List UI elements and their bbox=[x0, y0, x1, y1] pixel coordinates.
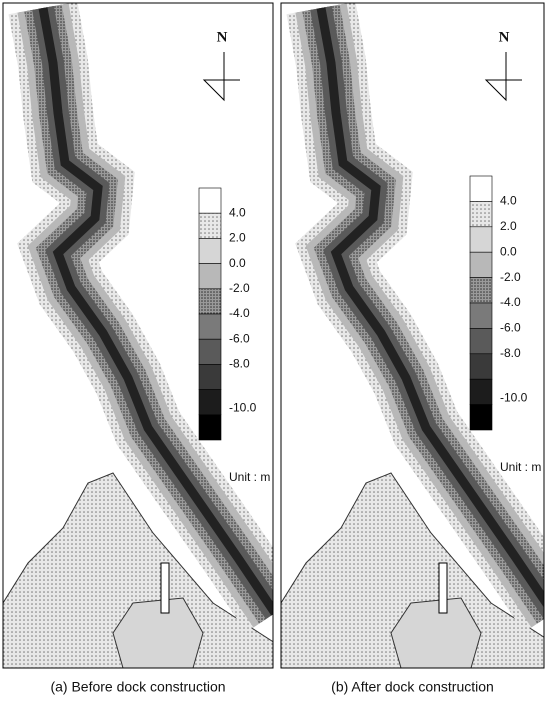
figure: N 4.0 2.0 0.0 -2.0 -4.0 -6.0 -8.0 -10.0 Unit : m (… bbox=[0, 0, 546, 703]
legend-swatch bbox=[199, 364, 221, 389]
legend-swatch bbox=[199, 188, 221, 213]
map bbox=[281, 8, 546, 668]
map-panel bbox=[281, 3, 546, 668]
legend-swatch bbox=[199, 415, 221, 440]
legend-label: 4.0 bbox=[229, 205, 246, 219]
legend-label: -8.0 bbox=[500, 346, 521, 360]
legend-swatch bbox=[199, 390, 221, 415]
north-arrow bbox=[486, 52, 522, 100]
dock bbox=[161, 563, 169, 613]
legend-label: -2.0 bbox=[500, 270, 521, 284]
legend-label: -4.0 bbox=[229, 306, 250, 320]
north-arrow bbox=[204, 52, 240, 100]
legend-label: 4.0 bbox=[500, 194, 517, 208]
legend-swatch bbox=[470, 405, 492, 430]
legend-swatch bbox=[199, 213, 221, 238]
unit-label: Unit : m bbox=[229, 470, 270, 484]
dock bbox=[439, 563, 447, 613]
legend-swatch bbox=[470, 354, 492, 379]
unit-label: Unit : m bbox=[500, 460, 541, 474]
legend-label: -10.0 bbox=[229, 401, 257, 415]
legend-swatch bbox=[199, 238, 221, 263]
legend-label: 0.0 bbox=[229, 256, 246, 270]
legend-label: -10.0 bbox=[500, 390, 528, 404]
caption: (a) Before dock construction bbox=[50, 679, 225, 695]
caption: (b) After dock construction bbox=[331, 679, 494, 695]
legend-label: 2.0 bbox=[229, 231, 246, 245]
legend-label: -2.0 bbox=[229, 281, 250, 295]
legend-swatch bbox=[199, 289, 221, 314]
legend-label: 2.0 bbox=[500, 219, 517, 233]
north-label: N bbox=[217, 29, 228, 45]
legend-label: -4.0 bbox=[500, 295, 521, 309]
legend-label: -6.0 bbox=[229, 331, 250, 345]
legend-swatch bbox=[470, 278, 492, 303]
legend-swatch bbox=[199, 314, 221, 339]
legend-swatch bbox=[199, 339, 221, 364]
legend-swatch bbox=[470, 252, 492, 277]
legend-label: -8.0 bbox=[229, 357, 250, 371]
legend-swatch bbox=[470, 201, 492, 226]
legend-swatch bbox=[470, 176, 492, 201]
legend-swatch bbox=[470, 379, 492, 404]
legend-swatch bbox=[199, 264, 221, 289]
north-label: N bbox=[499, 29, 510, 45]
legend-swatch bbox=[470, 303, 492, 328]
legend-swatch bbox=[470, 328, 492, 353]
legend-label: 0.0 bbox=[500, 244, 517, 258]
legend-label: -6.0 bbox=[500, 321, 521, 335]
legend-swatch bbox=[470, 227, 492, 252]
